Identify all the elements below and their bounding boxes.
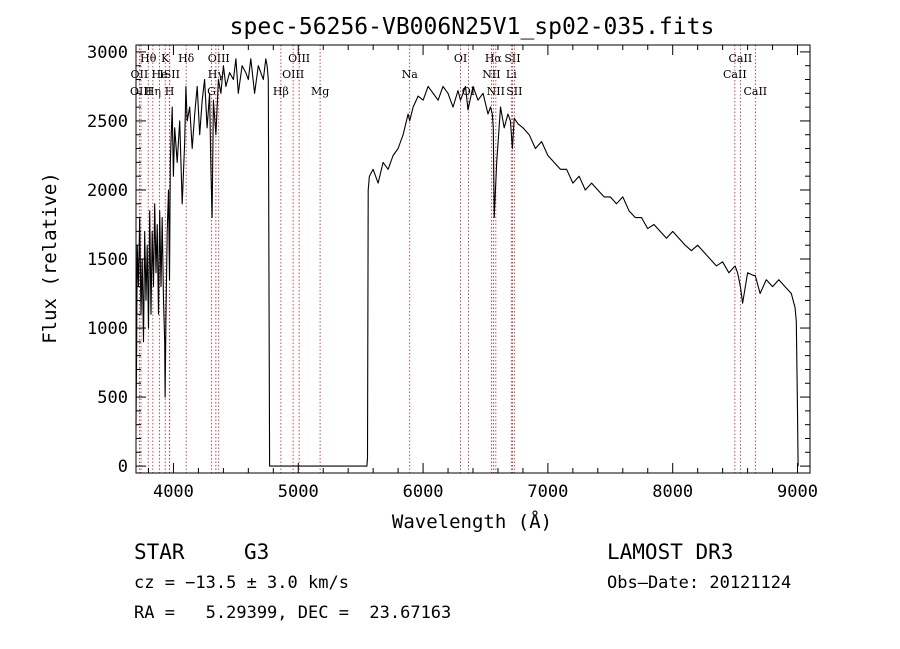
- ra-dec: RA = 5.29399, DEC = 23.67163: [134, 603, 452, 623]
- line-label-8: Hδ: [178, 52, 195, 65]
- x-tick-label-9000: 9000: [777, 482, 818, 502]
- line-label-21: NII: [482, 68, 500, 81]
- line-label-12: Hβ: [273, 85, 289, 98]
- line-label-5: He: [152, 68, 168, 81]
- x-tick-label-4000: 4000: [153, 482, 194, 502]
- y-tick-label-3000: 3000: [87, 43, 128, 63]
- line-label-24: SII: [506, 85, 522, 98]
- y-tick-label-2000: 2000: [87, 181, 128, 201]
- line-label-0: Hθ: [140, 52, 157, 65]
- x-tick-label-7000: 7000: [527, 482, 568, 502]
- series-line-0: [135, 58, 799, 467]
- line-label-11: G: [207, 85, 216, 98]
- x-tick-label-8000: 8000: [652, 482, 693, 502]
- line-label-22: Li: [506, 68, 517, 81]
- y-tick-label-500: 500: [97, 388, 128, 408]
- line-label-1: OII: [131, 68, 149, 81]
- line-label-25: CaII: [729, 52, 753, 65]
- x-tick-label-6000: 6000: [403, 482, 444, 502]
- line-label-2: OIII: [130, 85, 152, 98]
- line-label-27: CaII: [743, 85, 767, 98]
- x-tick-label-5000: 5000: [278, 482, 319, 502]
- line-label-9: OIII: [208, 52, 230, 65]
- line-label-17: OI: [454, 52, 467, 65]
- line-label-16: Na: [402, 68, 419, 81]
- axes: 4000 5000 6000 7000 8000 9000 0 500 1000 1500 2000…: [87, 43, 818, 502]
- chart-title: spec-56256-VB006N25V1_sp02-035.fits: [230, 14, 715, 40]
- plot-frame: [135, 44, 811, 474]
- line-label-13: OIII: [288, 52, 310, 65]
- line-label-26: CaII: [723, 68, 747, 81]
- subclass: G3: [244, 540, 270, 564]
- y-tick-label-1000: 1000: [87, 319, 128, 339]
- line-label-19: Hα: [485, 52, 503, 65]
- y-tick-label-0: 0: [118, 457, 128, 477]
- redshift-velocity: cz = −13.5 ± 3.0 km/s: [134, 573, 349, 593]
- y-tick-label-2500: 2500: [87, 112, 128, 132]
- line-label-3: Hη: [145, 85, 161, 98]
- y-axis-label: Flux (relative): [39, 172, 61, 344]
- object-class: STAR: [134, 540, 185, 564]
- line-label-7: H: [165, 85, 175, 98]
- line-label-15: Mg: [311, 85, 329, 98]
- y-tick-label-1500: 1500: [87, 250, 128, 270]
- spectrum-series: [135, 58, 799, 467]
- line-label-4: K: [161, 52, 170, 65]
- survey-name: LAMOST DR3: [607, 540, 734, 564]
- line-label-14: OIII: [282, 68, 304, 81]
- observation-date: Obs–Date: 20121124: [607, 573, 792, 593]
- line-label-20: SII: [504, 52, 520, 65]
- x-axis-label: Wavelength (Å): [392, 510, 552, 533]
- line-label-23: NII: [487, 85, 505, 98]
- line-label-10: Hγ: [208, 68, 225, 81]
